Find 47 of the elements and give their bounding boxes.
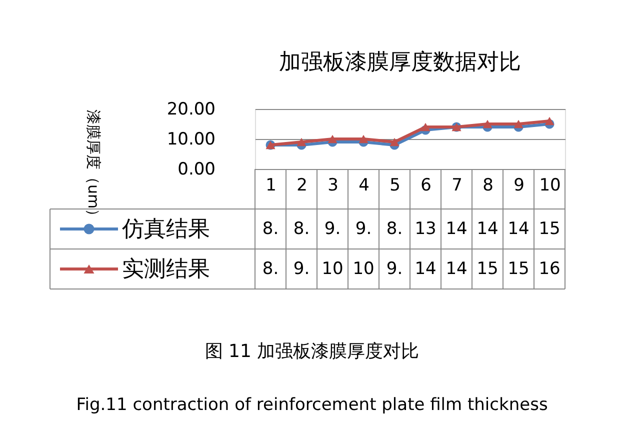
data-label: 15: [508, 259, 530, 279]
x-tick-label: 4: [358, 176, 370, 196]
data-label: 10: [352, 259, 374, 279]
point: [296, 138, 306, 146]
data-label: 14: [476, 219, 498, 239]
x-tick-label: 1: [266, 176, 276, 196]
data-label: 8.: [262, 259, 279, 279]
point: [358, 134, 368, 144]
data-label: 14: [446, 259, 468, 279]
y-tick-label: 0.00: [178, 160, 216, 180]
data-label: 9.: [293, 259, 310, 279]
data-label: 13: [414, 219, 436, 239]
y-tick-label: 20.00: [166, 100, 216, 120]
y-axis-title: 漆膜厚度（um）: [84, 110, 102, 224]
data-label: 8.: [262, 219, 279, 239]
data-label: 9.: [324, 219, 341, 239]
data-label: 9.: [355, 219, 372, 239]
data-label: 10: [322, 259, 344, 279]
data-label: 8.: [386, 219, 403, 239]
data-label: 14: [508, 219, 530, 239]
point: [482, 120, 492, 128]
legend-label: 实测结果: [122, 257, 210, 282]
point: [328, 134, 338, 144]
data-label: 14: [446, 219, 468, 239]
data-label: 14: [414, 259, 436, 279]
x-tick-label: 9: [514, 176, 524, 196]
chart-title: 加强板漆膜厚度数据对比: [279, 50, 521, 75]
x-tick-label: 3: [328, 176, 338, 196]
legend-label: 仿真结果: [121, 217, 210, 242]
x-tick-label: 8: [482, 176, 494, 196]
data-label: 8.: [293, 219, 310, 239]
point: [514, 120, 524, 128]
x-tick-label: 2: [296, 176, 308, 196]
caption: 图 11 加强板漆膜厚度对比: [204, 341, 420, 362]
data-label: 15: [476, 259, 498, 279]
x-tick-label: 7: [452, 176, 462, 196]
data-label: 16: [538, 259, 560, 279]
x-tick-label: 6: [420, 176, 432, 196]
point: [420, 122, 430, 132]
caption: Fig.11 contraction of reinforcement plate film thickness: [76, 395, 548, 415]
data-label: 9.: [386, 259, 403, 279]
data-label: 15: [538, 219, 560, 239]
y-tick-label: 10.00: [166, 130, 216, 150]
point: [544, 116, 554, 126]
x-tick-label: 10: [539, 176, 561, 196]
point: [390, 138, 400, 146]
x-tick-label: 5: [390, 176, 400, 196]
